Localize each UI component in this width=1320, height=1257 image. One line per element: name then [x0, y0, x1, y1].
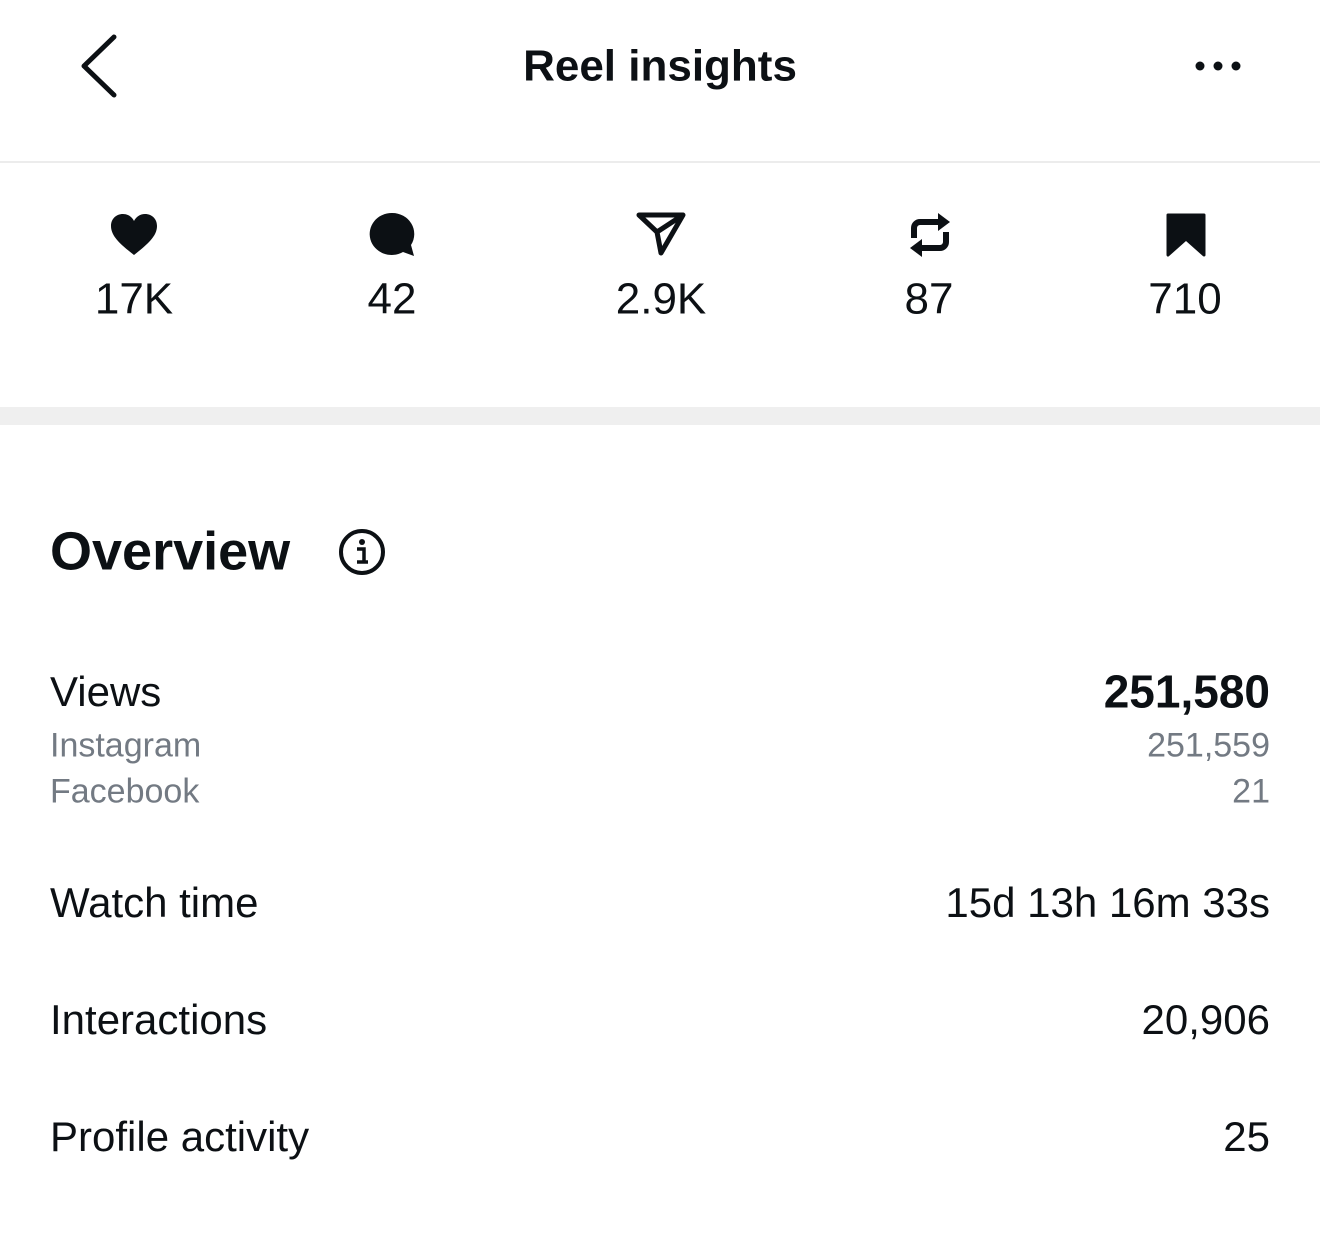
comment-icon: [369, 212, 415, 256]
header-divider: [0, 161, 1320, 163]
interactions-value: 20,906: [1141, 995, 1270, 1043]
instagram-value: 251,559: [1147, 726, 1270, 765]
watch-time-value: 15d 13h 16m 33s: [945, 878, 1270, 926]
profile-activity-label: Profile activity: [50, 1112, 310, 1160]
save-icon: [1166, 213, 1206, 257]
back-button[interactable]: [80, 34, 120, 99]
facebook-label: Facebook: [50, 772, 200, 811]
reposts-count: 87: [904, 274, 954, 324]
saves-count: 710: [1148, 274, 1222, 324]
info-button[interactable]: [338, 528, 386, 576]
section-divider: [0, 407, 1320, 425]
facebook-value: 21: [1232, 772, 1270, 811]
likes-count: 17K: [94, 274, 174, 324]
comments-count: 42: [367, 274, 417, 324]
page-title: Reel insights: [523, 41, 797, 91]
like-icon: [111, 214, 157, 255]
shares-count: 2.9K: [615, 274, 707, 324]
views-value: 251,580: [1103, 665, 1270, 718]
interactions-label: Interactions: [50, 995, 268, 1043]
overview-title: Overview: [50, 521, 291, 582]
views-label: Views: [50, 667, 162, 715]
more-options-button[interactable]: [1195, 61, 1245, 71]
instagram-label: Instagram: [50, 726, 202, 765]
profile-activity-value: 25: [1223, 1112, 1270, 1160]
watch-time-label: Watch time: [50, 878, 259, 926]
repost-icon: [910, 213, 950, 257]
share-icon: [636, 212, 686, 256]
